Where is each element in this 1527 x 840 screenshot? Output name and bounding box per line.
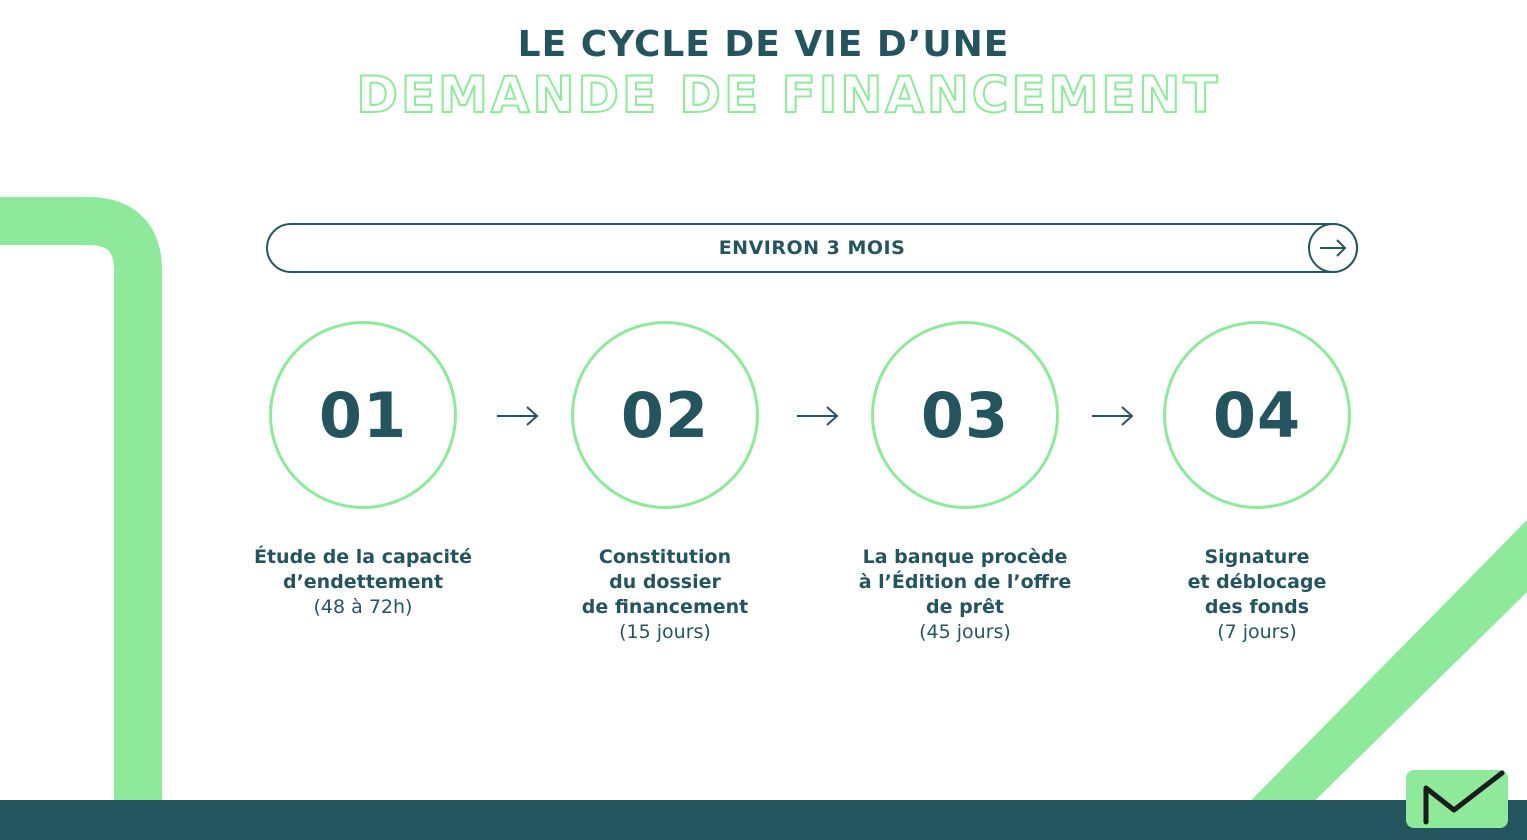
step-description-2: Constitution du dossier de financement (… (515, 545, 815, 645)
left-corner-stroke (0, 197, 162, 840)
arrow-right-icon (797, 406, 839, 426)
step-duration: (48 à 72h) (313, 596, 413, 618)
step-title: La banque procède à l’Édition de l’offre… (858, 546, 1072, 618)
diagonal-stripe (1212, 520, 1527, 840)
step-duration: (15 jours) (619, 621, 711, 643)
step-number: 01 (318, 378, 408, 452)
step-circle-3: 03 (871, 321, 1059, 509)
arrow-right-icon (1308, 223, 1358, 273)
step-number: 03 (920, 378, 1010, 452)
step-circle-4: 04 (1163, 321, 1351, 509)
duration-label: ENVIRON 3 MOIS (718, 237, 906, 259)
step-circle-1: 01 (269, 321, 457, 509)
step-description-4: Signature et déblocage des fonds (7 jour… (1107, 545, 1407, 645)
step-number: 02 (620, 378, 710, 452)
step-description-3: La banque procède à l’Édition de l’offre… (815, 545, 1115, 645)
footer-band (0, 800, 1527, 840)
arrow-right-icon (1092, 406, 1134, 426)
step-title: Signature et déblocage des fonds (1187, 546, 1327, 618)
step-title: Étude de la capacité d’endettement (254, 546, 472, 593)
arrow-right-icon (497, 406, 539, 426)
step-duration: (7 jours) (1217, 621, 1297, 643)
step-duration: (45 jours) (919, 621, 1011, 643)
title-line-2: DEMANDE DE FINANCEMENT (356, 65, 1221, 125)
title-line-1: LE CYCLE DE VIE D’UNE (517, 24, 1010, 65)
duration-bar: ENVIRON 3 MOIS (266, 223, 1358, 273)
step-number: 04 (1212, 378, 1302, 452)
step-description-1: Étude de la capacité d’endettement (48 à… (213, 545, 513, 620)
step-title: Constitution du dossier de financement (581, 546, 749, 618)
step-circle-2: 02 (571, 321, 759, 509)
brand-logo (1406, 770, 1508, 828)
